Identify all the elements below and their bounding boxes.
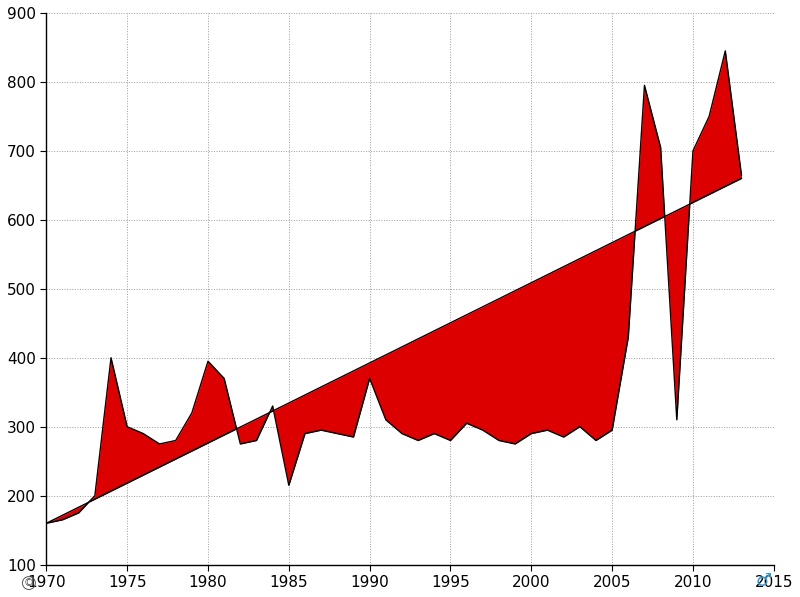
Text: ♂: ♂ (756, 572, 772, 590)
Text: ©: © (24, 578, 34, 588)
